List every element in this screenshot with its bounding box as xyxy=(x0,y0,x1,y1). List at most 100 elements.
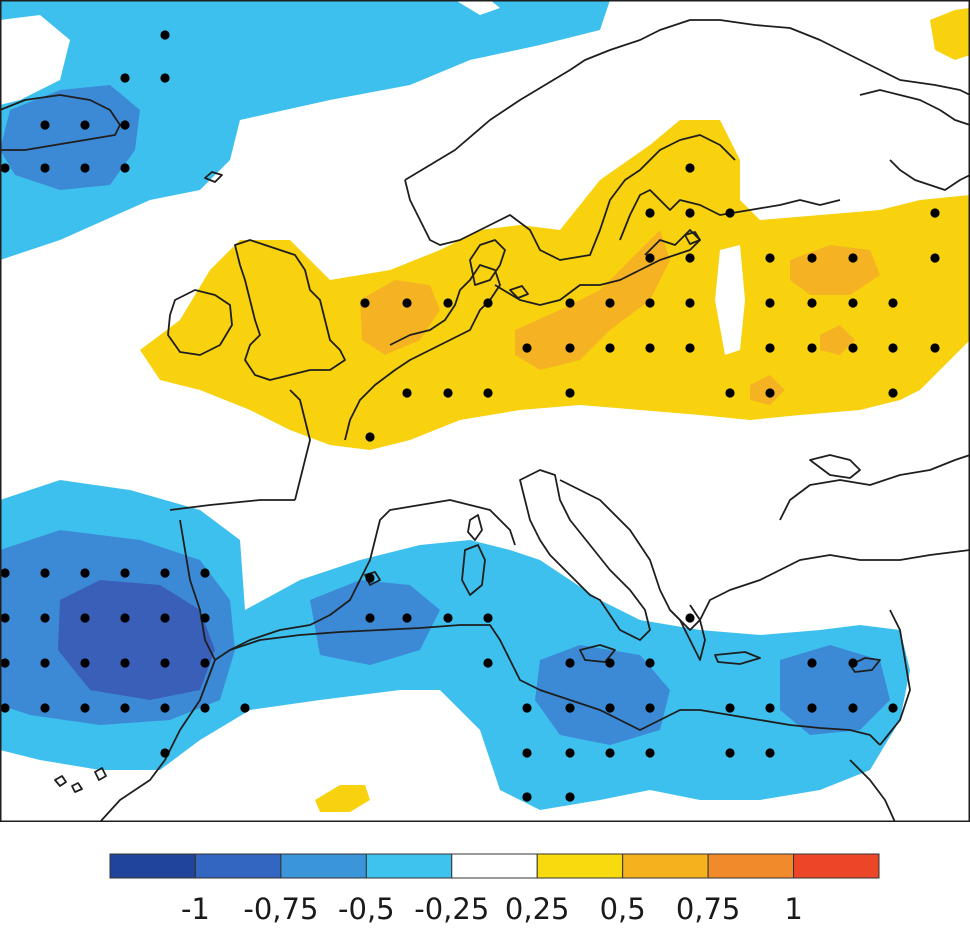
italy-coast xyxy=(519,469,651,641)
levant-coast xyxy=(879,609,911,746)
significance-dot xyxy=(685,253,695,263)
colorbar-bin xyxy=(622,853,709,879)
significance-dot xyxy=(807,298,817,308)
significance-dot xyxy=(725,703,735,713)
greece-coast xyxy=(669,604,706,661)
colorbar-bin xyxy=(280,853,367,879)
significance-dot xyxy=(0,613,10,623)
significance-dot xyxy=(443,298,453,308)
significance-dot xyxy=(160,748,170,758)
black-sea-coast xyxy=(779,454,970,521)
significance-dot xyxy=(888,703,898,713)
colorbar-bin xyxy=(793,853,880,879)
canary-islands xyxy=(54,767,107,793)
negative-anomaly-regions xyxy=(0,0,910,810)
eastern-med-medium-core xyxy=(780,645,890,735)
significance-dot xyxy=(565,792,575,802)
significance-dot xyxy=(645,253,655,263)
significance-dot xyxy=(930,253,940,263)
small-islands-north-atlantic xyxy=(204,171,223,183)
significance-dot xyxy=(160,658,170,668)
crete-coast xyxy=(714,651,761,665)
colorbar-tick-label: -0,25 xyxy=(414,892,489,926)
france-atlantic-coast xyxy=(289,389,311,501)
significance-dot xyxy=(160,613,170,623)
significance-dot xyxy=(605,658,615,668)
significance-dot xyxy=(443,388,453,398)
significance-dot xyxy=(0,658,10,668)
significance-dot xyxy=(848,343,858,353)
colorbar-bin xyxy=(451,853,538,879)
maghreb-coast xyxy=(229,624,881,746)
significance-dot xyxy=(605,298,615,308)
baltic-islands xyxy=(509,231,701,299)
significance-dot xyxy=(725,748,735,758)
significance-dot xyxy=(645,703,655,713)
baltic-white-hole xyxy=(715,245,745,355)
significance-dot xyxy=(765,343,775,353)
coastlines xyxy=(0,19,970,822)
north-atlantic-white-hole xyxy=(0,15,70,105)
significance-dot xyxy=(80,613,90,623)
south-positive-blob xyxy=(315,785,370,812)
significance-dot xyxy=(930,208,940,218)
north-atlantic-medium-core xyxy=(0,85,140,190)
colorbar-bin xyxy=(536,853,624,879)
significance-dot xyxy=(360,298,370,308)
significance-dot xyxy=(402,298,412,308)
significance-dot xyxy=(120,613,130,623)
north-atlantic-negative-region xyxy=(0,0,610,260)
significance-dot xyxy=(645,748,655,758)
significance-dot xyxy=(765,748,775,758)
significance-dot xyxy=(0,163,10,173)
iberia-strong-core xyxy=(58,580,215,700)
ireland-coast xyxy=(167,289,233,356)
balkans-coast xyxy=(559,479,970,631)
colorbar-tick-label: 0,25 xyxy=(505,892,570,926)
north-africa-coast xyxy=(99,659,216,822)
significance-dot xyxy=(40,568,50,578)
significance-dot xyxy=(0,703,10,713)
significance-dot xyxy=(80,658,90,668)
significance-dot xyxy=(200,613,210,623)
colorbar-tick-labels: -1 -0,75 -0,5 -0,25 0,25 0,5 0,75 1 xyxy=(181,892,803,926)
significance-dot xyxy=(645,343,655,353)
significance-dot xyxy=(120,658,130,668)
significance-dot xyxy=(160,30,170,40)
colorbar: -1 -0,75 -0,5 -0,25 0,25 0,5 0,75 1 xyxy=(109,853,880,926)
significance-dot xyxy=(80,120,90,130)
significance-dot xyxy=(725,208,735,218)
uk-coast xyxy=(234,239,346,381)
significance-dot xyxy=(888,298,898,308)
significance-dot xyxy=(888,343,898,353)
significance-dot xyxy=(522,792,532,802)
significance-dot xyxy=(605,703,615,713)
significance-dot xyxy=(120,73,130,83)
significance-dot xyxy=(725,388,735,398)
significance-dot xyxy=(765,703,775,713)
iberia-negative-region xyxy=(0,480,910,810)
significance-dot xyxy=(848,658,858,668)
significance-dot xyxy=(565,748,575,758)
denmark-coast xyxy=(469,239,506,286)
map-frame xyxy=(0,0,970,822)
significance-dot xyxy=(40,120,50,130)
significance-dot xyxy=(80,568,90,578)
significance-dot xyxy=(565,703,575,713)
colorbar-bin xyxy=(109,853,196,879)
corsica-coast xyxy=(467,514,483,541)
east-medium-core-small xyxy=(820,325,855,355)
significance-dot xyxy=(565,388,575,398)
significance-dot xyxy=(160,73,170,83)
sicily-coast xyxy=(579,644,616,663)
iberia-west-coast xyxy=(179,499,516,661)
significance-dot xyxy=(483,613,493,623)
northeast-positive-blob xyxy=(930,8,970,60)
significance-dot xyxy=(240,703,250,713)
significance-dot xyxy=(848,298,858,308)
norway-west-coast xyxy=(404,134,736,261)
significance-dot xyxy=(522,748,532,758)
significance-dot xyxy=(365,573,375,583)
white-sea-coast xyxy=(889,159,970,191)
colorbar-bin xyxy=(365,853,453,879)
